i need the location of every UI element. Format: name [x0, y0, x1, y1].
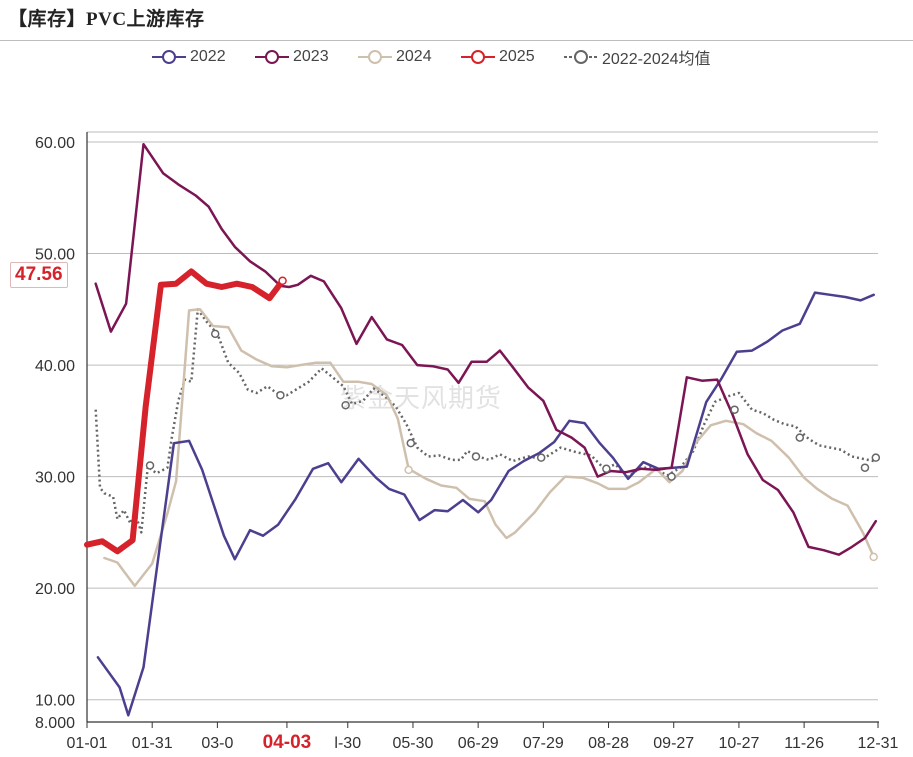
page-title: 【库存】PVC上游库存 [8, 9, 205, 30]
y-tick-label: 30.00 [35, 470, 75, 487]
series-line-avg [94, 308, 879, 534]
legend-item-2022[interactable]: 2022 [152, 46, 226, 68]
x-tick-label: 09-27 [653, 735, 694, 752]
x-tick-label: 12-31 [858, 735, 899, 752]
legend-line-circle-icon [461, 47, 495, 67]
series-line-2024 [103, 308, 875, 588]
x-tick-label: 05-30 [393, 735, 434, 752]
data-point-marker [871, 453, 881, 462]
legend-label: 2022 [190, 48, 226, 65]
legend-item-avg[interactable]: 2022-2024均值 [564, 46, 711, 68]
data-point-marker [869, 552, 878, 562]
series-line-2025 [84, 268, 286, 555]
data-point-marker [795, 433, 805, 442]
x-tick-label: 08-28 [588, 735, 629, 752]
data-point-marker [667, 472, 676, 481]
x-tick-label: l-30 [334, 735, 361, 752]
data-point-marker [404, 465, 413, 475]
y-tick-label: 10.00 [35, 693, 75, 710]
legend-item-2025[interactable]: 2025 [461, 46, 535, 68]
legend-label: 2025 [499, 48, 535, 65]
data-point-marker [276, 390, 285, 400]
y-tick-label: 20.00 [35, 581, 75, 598]
legend-line-circle-icon [152, 47, 186, 67]
legend-line-circle-icon [255, 47, 289, 67]
data-point-marker [471, 452, 481, 461]
x-tick-label: 11-26 [784, 735, 824, 752]
series-line-2022 [96, 291, 875, 717]
legend-item-2024[interactable]: 2024 [358, 46, 432, 68]
legend-label: 2023 [293, 48, 329, 65]
data-point-marker [860, 463, 870, 472]
x-tick-label: 10-27 [718, 735, 759, 752]
x-tick-label: 07-29 [523, 735, 564, 752]
x-tick-label: 01-31 [132, 735, 173, 752]
data-point-marker [278, 276, 287, 286]
watermark: 紫金天风期货 [340, 384, 503, 414]
legend-label: 2024 [396, 48, 432, 65]
current-value-label: 47.56 [10, 262, 68, 288]
x-tick-label: 01-01 [67, 735, 108, 752]
data-point-marker [730, 405, 739, 414]
legend-line-circle-icon [358, 47, 392, 67]
title-divider [0, 40, 913, 41]
chart-legend: 2022 2023 2024 2025 2022-2024均值 [0, 46, 913, 68]
y-tick-label: 50.00 [35, 247, 75, 264]
data-point-marker [406, 438, 416, 448]
y-tick-label: 8.000 [35, 715, 75, 732]
y-tick-label: 60.00 [35, 135, 75, 152]
legend-item-2023[interactable]: 2023 [255, 46, 329, 68]
data-point-marker [341, 400, 350, 410]
series-line-2023 [94, 142, 878, 556]
data-point-marker [536, 453, 546, 462]
data-point-marker [602, 464, 611, 474]
legend-line-circle-icon [564, 47, 598, 67]
legend-label: 2022-2024均值 [602, 51, 711, 68]
x-tick-label: 04-03 [263, 732, 312, 753]
data-point-marker [145, 461, 155, 470]
x-tick-label: 03-0 [201, 735, 233, 752]
x-tick-label: 06-29 [458, 735, 499, 752]
y-tick-label: 40.00 [35, 358, 75, 375]
data-point-marker [210, 329, 220, 339]
